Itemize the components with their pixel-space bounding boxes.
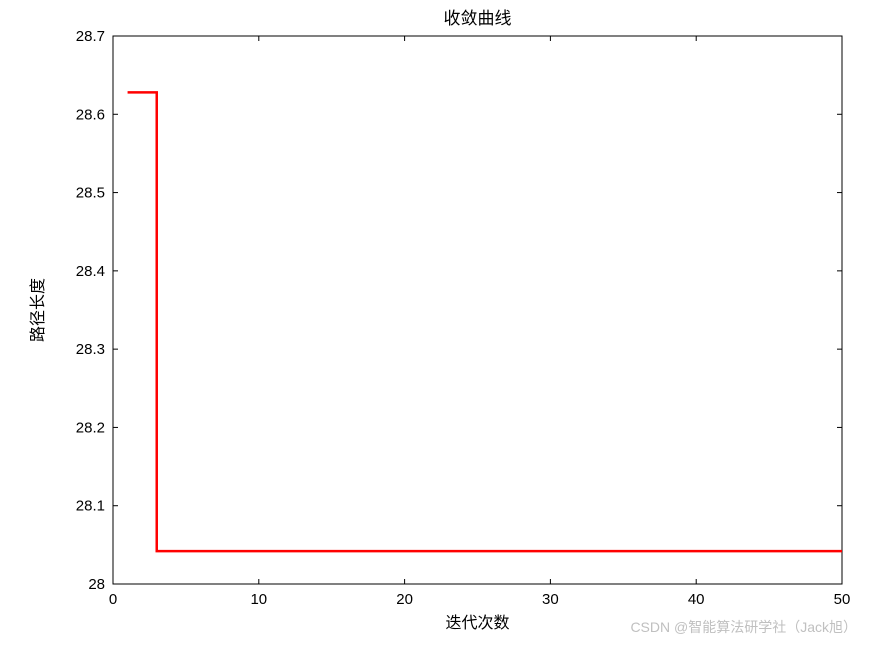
x-tick-label: 0	[109, 591, 117, 608]
y-tick-label: 28.2	[76, 419, 105, 436]
plot-border	[113, 36, 842, 584]
y-tick-label: 28.7	[76, 28, 105, 45]
chart-svg: 0 10 20 30 40 50 28 28.1 28.2 28.3 28.4 28.5 28.6 28.…	[0, 0, 875, 656]
y-axis-label: 路径长度	[29, 278, 47, 342]
y-tick-label: 28.3	[76, 341, 105, 358]
y-tick-label: 28.6	[76, 106, 105, 123]
chart-container: 0 10 20 30 40 50 28 28.1 28.2 28.3 28.4 28.5 28.6 28.…	[0, 0, 875, 656]
y-tick-label: 28.1	[76, 498, 105, 515]
x-tick-label: 10	[250, 591, 267, 608]
x-tick-label: 30	[542, 591, 559, 608]
y-tick-label: 28.4	[76, 263, 105, 280]
y-tick-label: 28.5	[76, 185, 105, 202]
x-tick-label: 40	[688, 591, 705, 608]
chart-title: 收敛曲线	[444, 9, 512, 28]
convergence-line	[128, 92, 842, 551]
x-tick-label: 50	[834, 591, 851, 608]
y-tick-label: 28	[88, 576, 105, 593]
x-axis-label: 迭代次数	[445, 614, 509, 632]
x-tick-label: 20	[396, 591, 413, 608]
watermark-text: CSDN @智能算法研学社（Jack旭）	[630, 619, 857, 635]
